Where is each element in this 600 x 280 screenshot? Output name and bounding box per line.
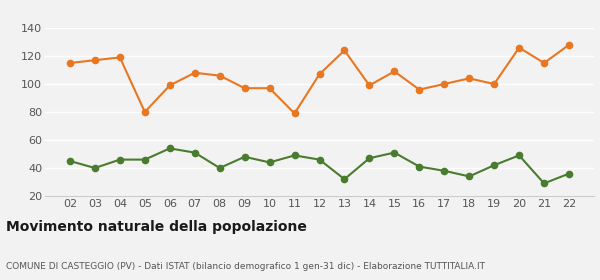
Legend: Nascite, Decessi: Nascite, Decessi bbox=[235, 0, 404, 6]
Text: COMUNE DI CASTEGGIO (PV) - Dati ISTAT (bilancio demografico 1 gen-31 dic) - Elab: COMUNE DI CASTEGGIO (PV) - Dati ISTAT (b… bbox=[6, 262, 485, 271]
Text: Movimento naturale della popolazione: Movimento naturale della popolazione bbox=[6, 220, 307, 234]
